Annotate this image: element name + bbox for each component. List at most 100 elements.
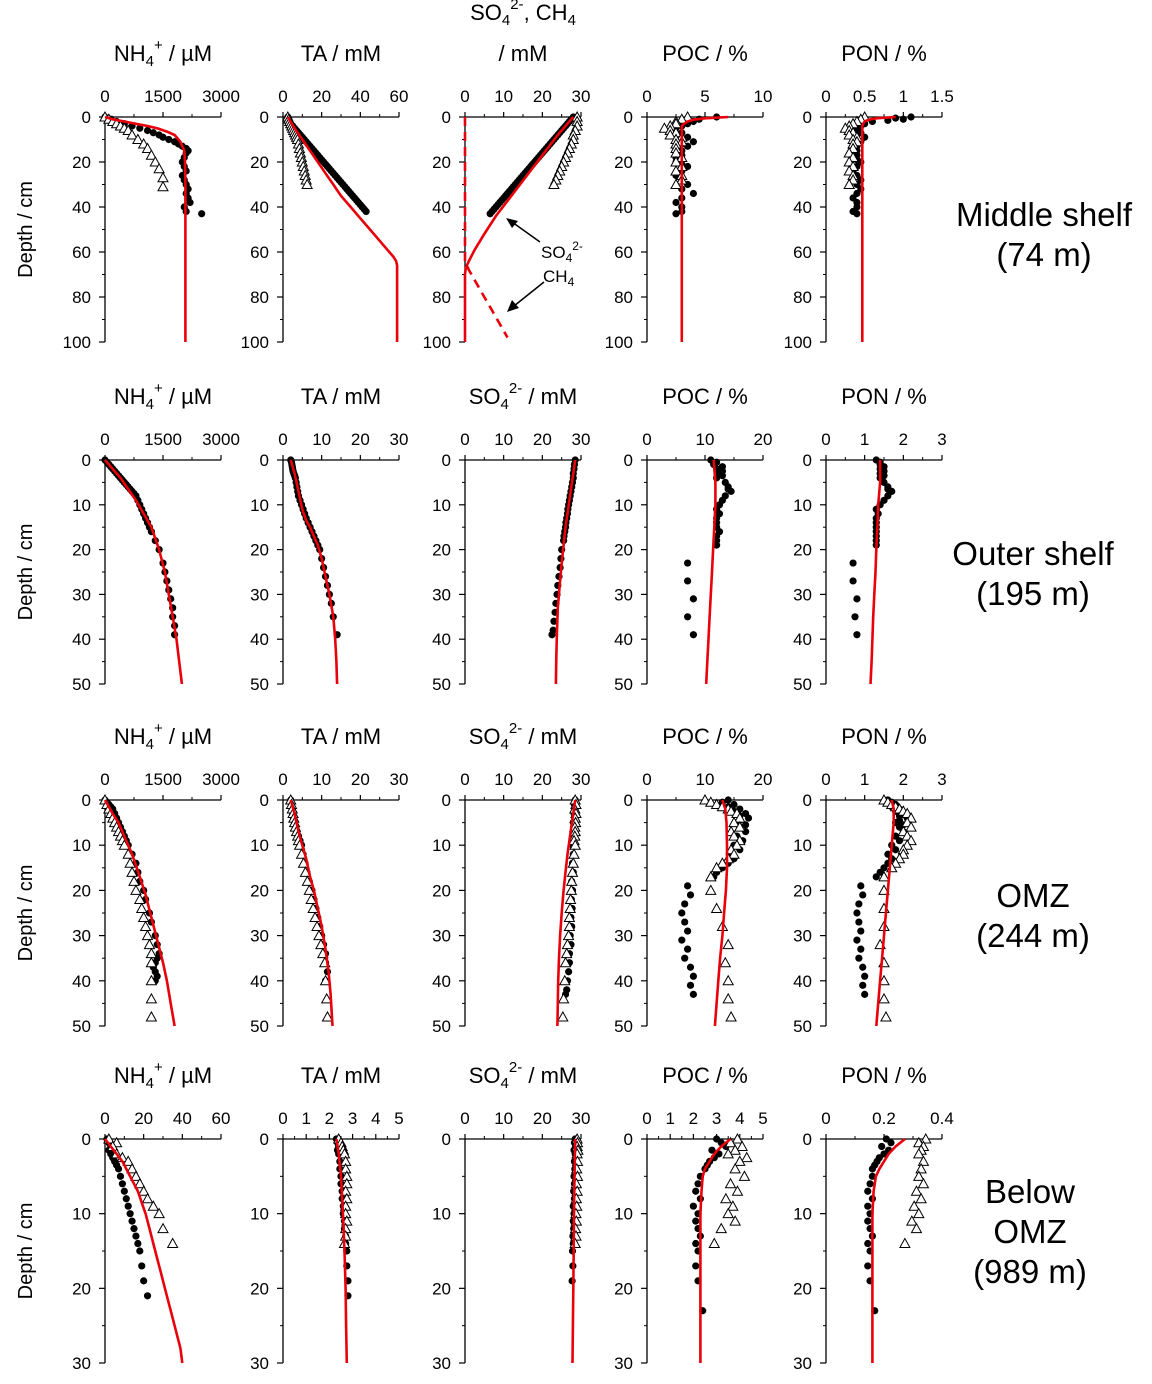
x-tick-label: 0 [100,430,109,449]
y-tick-label: 100 [423,333,451,352]
model-line [554,459,577,685]
triangle-point [731,1132,744,1144]
x-tick-label: 10 [696,430,715,449]
x-tick-label: 10 [312,430,331,449]
model-line [871,1137,906,1363]
profile-panel: 0 1500 3000 0 10 20 30 40 50 Depth / cm NH4+ / µM [15,380,240,694]
station-label-below-omz: Below OMZ (989 m) [930,1172,1130,1292]
measured-point [868,1172,877,1180]
triangle-point [716,857,729,868]
measured-point [868,1165,877,1173]
y-tick-label: 20 [793,881,812,900]
y-tick-label: 0 [442,791,451,810]
triangle-point [722,992,735,1004]
y-tick-label: 0 [803,791,812,810]
measured-point [684,882,692,890]
station-name: Outer shelf [952,535,1114,572]
triangle-point [560,947,573,959]
measured-point [684,577,692,585]
measured-point [689,138,698,146]
triangle-point [126,128,138,140]
y-tick-label: 0 [803,108,812,127]
triangle-point [915,1192,927,1204]
measured-point [861,990,869,998]
triangle-point [722,1147,735,1159]
triangle-point [568,848,580,859]
triangle-point [731,1185,744,1196]
panel-title: POC / % [662,41,748,66]
panel-title: SO42- / mM [469,720,577,753]
x-tick-label: 0 [821,430,830,449]
triangle-point [548,178,560,189]
y-tick-label: 30 [72,927,91,946]
model-line [103,1138,184,1364]
y-tick-label: 10 [250,496,269,515]
y-tick-label: 50 [793,1017,812,1036]
y-tick-label: 0 [803,1130,812,1149]
panel-title: NH4+ / µM [114,37,212,70]
x-tick-label: 3000 [202,770,240,789]
y-tick-label: 50 [432,675,451,694]
triangle-point [917,1177,930,1189]
measured-point [678,909,686,917]
profile-panel: 0 10 20 30 0 20 40 60 80 100 SO42-, CH4 / mM [423,0,591,352]
triangle-point [731,839,743,850]
measured-point [899,115,907,123]
triangle-point [670,164,682,176]
y-tick-label: 30 [432,927,451,946]
y-axis-label: Depth / cm [15,524,37,621]
measured-point [684,613,692,621]
y-tick-label: 0 [442,451,451,470]
measured-point [855,954,863,962]
panel-title: SO42- / mM [469,380,577,413]
measured-point [864,1217,872,1225]
y-tick-label: 50 [72,1017,91,1036]
x-tick-label: 30 [572,1109,591,1128]
triangle-point [738,1170,751,1181]
x-tick-label: 20 [754,430,773,449]
x-tick-label: 0 [460,430,469,449]
triangle-point [309,911,321,923]
measured-point [486,210,494,218]
panel-title: NH4+ / µM [114,720,212,753]
x-tick-label: 5 [700,87,709,106]
x-tick-label: 0 [460,770,469,789]
triangle-point [708,1237,721,1249]
measured-point [130,1225,138,1233]
triangle-point [704,870,717,882]
x-tick-label: 10 [494,770,513,789]
measured-point [853,909,861,917]
x-tick-label: 30 [390,430,409,449]
ch4-label: CH4 [543,267,575,289]
profile-panel: 0 0.5 1 1.5 0 20 40 60 80 100 PON / % [784,41,954,352]
measured-point [853,210,861,218]
measured-point [149,129,157,137]
x-tick-label: 1 [899,87,908,106]
triangle-point [149,155,162,167]
profile-panel: 0 10 20 30 0 10 20 30 40 50 SO42- / mM [432,720,590,1036]
y-tick-label: 0 [260,451,269,470]
y-tick-label: 20 [614,881,633,900]
y-tick-label: 80 [432,288,451,307]
measured-point [878,1142,886,1151]
measured-point [692,1217,700,1225]
y-tick-label: 60 [793,243,812,262]
x-tick-label: 1.5 [930,87,954,106]
x-tick-label: 0.4 [930,1109,954,1128]
triangle-point [145,1010,158,1022]
x-tick-label: 5 [394,1109,403,1128]
y-tick-label: 60 [432,243,451,262]
triangle-point [915,1162,927,1174]
y-tick-label: 30 [793,585,812,604]
x-tick-label: 20 [533,1109,552,1128]
profile-panel: 0 10 20 0 10 20 30 40 50 POC / % [614,384,772,694]
triangle-point [563,920,576,932]
triangle-point [128,875,140,886]
measured-point [864,1202,872,1210]
station-depth: (244 m) [976,917,1090,954]
triangle-point [141,142,154,153]
measured-point [684,927,692,935]
